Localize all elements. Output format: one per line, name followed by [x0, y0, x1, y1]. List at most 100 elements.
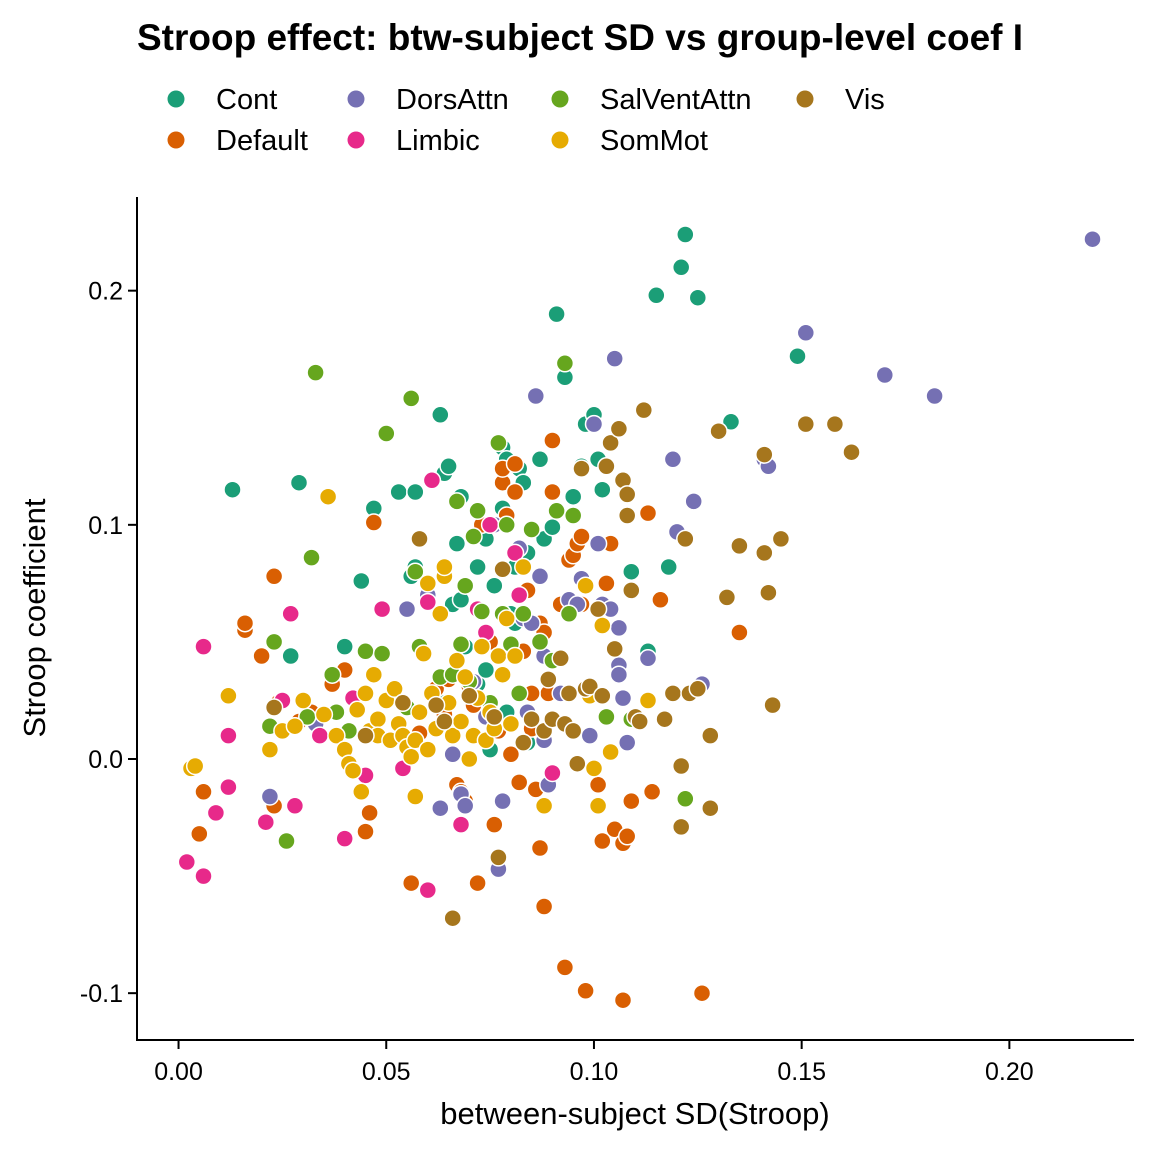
- point-sommot-35: [431, 604, 450, 624]
- point-dorsattn-2: [397, 599, 417, 619]
- point-vis-52: [763, 695, 782, 715]
- point-salventattn-5: [306, 363, 325, 382]
- point-vis-48: [730, 536, 749, 556]
- point-limbic-8: [281, 604, 300, 624]
- point-default-64: [622, 791, 641, 811]
- point-sommot-30: [414, 644, 433, 663]
- point-limbic-5: [219, 777, 238, 797]
- point-salventattn-39: [597, 707, 616, 727]
- legend-key-salventattn: [551, 90, 569, 108]
- point-vis-3: [410, 529, 429, 549]
- point-default-34: [505, 454, 525, 474]
- point-vis-29: [609, 419, 629, 439]
- point-dorsattn-45: [796, 323, 816, 343]
- point-default-6: [264, 567, 284, 586]
- point-default-33: [501, 745, 521, 764]
- point-salventattn-24: [472, 602, 492, 621]
- point-limbic-2: [194, 637, 213, 656]
- point-sommot-3: [260, 740, 280, 759]
- point-salventattn-11: [377, 424, 396, 443]
- legend-item-salventattn: SalVentAttn: [551, 84, 752, 116]
- point-dorsattn-46: [875, 365, 895, 385]
- point-default-15: [401, 873, 421, 893]
- point-limbic-1: [194, 866, 213, 886]
- point-limbic-3: [206, 803, 226, 823]
- point-dorsattn-18: [526, 386, 546, 406]
- y-axis-ticks: -0.1 0.0 0.1 0.2: [80, 278, 137, 1008]
- point-vis-36: [634, 400, 654, 420]
- point-salventattn-22: [464, 527, 483, 546]
- point-vis-27: [601, 433, 620, 453]
- point-vis-46: [709, 421, 728, 441]
- point-limbic-23: [505, 543, 525, 563]
- point-default-14: [364, 513, 384, 532]
- point-vis-23: [580, 677, 600, 696]
- point-sommot-50: [489, 646, 508, 666]
- point-default-49: [555, 958, 575, 977]
- point-salventattn-36: [555, 354, 575, 373]
- point-vis-31: [617, 485, 637, 504]
- point-vis-6: [443, 908, 462, 928]
- point-limbic-17: [418, 592, 438, 612]
- point-vis-56: [842, 442, 861, 462]
- point-sommot-55: [514, 557, 533, 577]
- point-dorsattn-32: [605, 349, 624, 368]
- point-salventattn-23: [468, 501, 487, 521]
- point-sommot-12: [343, 761, 363, 780]
- point-salventattn-31: [514, 604, 533, 624]
- point-default-25: [468, 873, 487, 893]
- legend-item-default: Default: [167, 125, 308, 157]
- point-vis-11: [514, 733, 533, 752]
- point-vis-44: [701, 798, 720, 818]
- point-dorsattn-5: [443, 745, 462, 764]
- legend-key-default: [167, 131, 185, 149]
- point-sommot-5: [285, 716, 305, 736]
- point-sommot-43: [460, 749, 479, 769]
- point-sommot-62: [638, 691, 658, 710]
- point-vis-49: [755, 543, 774, 563]
- point-sommot-58: [584, 759, 604, 778]
- point-default-28: [485, 815, 504, 834]
- point-dorsattn-28: [584, 414, 604, 434]
- point-limbic-6: [256, 812, 276, 832]
- point-default-1: [194, 782, 213, 802]
- point-vis-9: [489, 848, 508, 867]
- point-salventattn-28: [497, 515, 516, 535]
- y-tick-label: 0.2: [88, 278, 123, 306]
- legend: Cont Default DorsAttn Limbic SalVentAttn SomM…: [167, 84, 885, 157]
- point-default-46: [543, 431, 562, 450]
- point-vis-39: [671, 756, 691, 776]
- point-cont-29: [543, 517, 562, 537]
- point-vis-51: [759, 583, 778, 602]
- legend-label-dorsattn: DorsAttn: [396, 84, 509, 116]
- point-vis-38: [663, 684, 683, 703]
- x-tick-label: 0.05: [362, 1058, 411, 1086]
- point-salventattn-35: [547, 501, 566, 521]
- point-limbic-14: [372, 599, 392, 619]
- point-cont-41: [659, 557, 678, 577]
- x-tick-label: 0.20: [985, 1058, 1034, 1086]
- point-default-3: [235, 613, 255, 633]
- point-dorsattn-35: [609, 665, 629, 684]
- point-salventattn-33: [530, 632, 550, 652]
- point-cont-0: [223, 480, 242, 499]
- point-vis-20: [568, 754, 587, 773]
- point-sommot-29: [410, 702, 429, 722]
- x-tick-label: 0.10: [570, 1058, 619, 1086]
- point-cont-19: [485, 576, 504, 595]
- point-limbic-0: [177, 852, 197, 872]
- point-salventattn-14: [406, 562, 425, 581]
- point-sommot-53: [501, 714, 521, 734]
- legend-label-salventattn: SalVentAttn: [600, 84, 752, 116]
- point-sommot-39: [443, 726, 462, 745]
- point-limbic-19: [451, 815, 471, 834]
- point-sommot-32: [418, 574, 438, 593]
- point-cont-30: [547, 304, 566, 324]
- point-salventattn-2: [277, 831, 296, 851]
- point-sommot-59: [588, 796, 608, 816]
- point-limbic-4: [219, 726, 238, 745]
- y-axis-title: Stroop coefficient: [17, 498, 52, 737]
- point-vis-21: [572, 459, 591, 478]
- legend-item-sommot: SomMot: [551, 125, 708, 157]
- point-dorsattn-12: [493, 791, 512, 811]
